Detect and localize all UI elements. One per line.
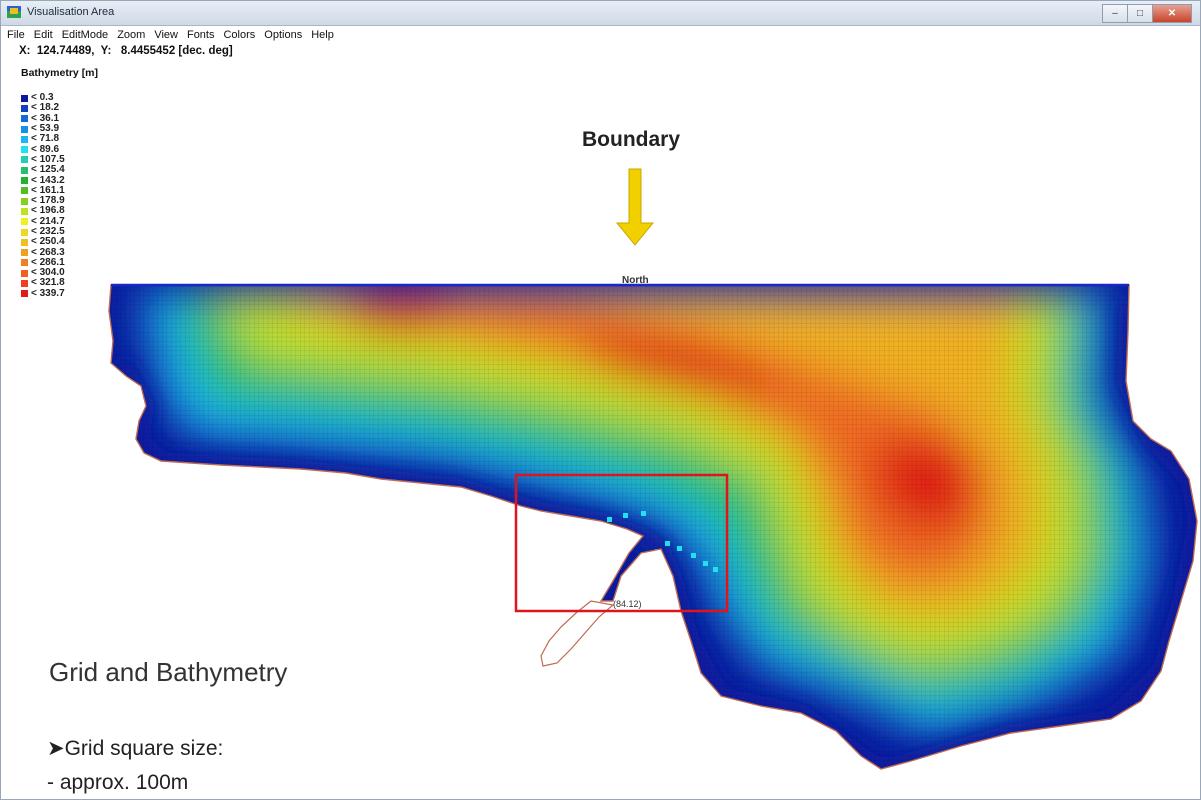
legend-item: < 18.2 [21, 103, 98, 113]
legend-swatch [21, 259, 28, 267]
legend-swatch [21, 269, 28, 277]
legend-swatch [21, 177, 28, 185]
minimize-button[interactable]: – [1102, 4, 1128, 23]
north-label: North [622, 275, 649, 286]
window-controls: – □ ✕ [1102, 4, 1192, 23]
legend-label: < 143.2 [31, 174, 65, 186]
highlight-box [514, 473, 729, 613]
bathymetry-legend: Bathymetry [m] < 0.3 < 18.2 < 36.1 < 53.9 < … [21, 67, 98, 299]
window-title: Visualisation Area [27, 6, 115, 18]
legend-label: < 36.1 [31, 112, 60, 124]
legend-swatch [21, 115, 28, 123]
close-button[interactable]: ✕ [1152, 4, 1192, 23]
island-outline [540, 600, 615, 667]
legend-swatch [21, 238, 28, 246]
legend-swatch [21, 156, 28, 164]
legend-item: < 71.8 [21, 134, 98, 144]
legend-item: < 268.3 [21, 247, 98, 257]
legend-swatch [21, 207, 28, 215]
legend-label: < 304.0 [31, 267, 65, 279]
legend-swatch [21, 125, 28, 133]
legend-item: < 143.2 [21, 175, 98, 185]
legend-label: < 71.8 [31, 133, 60, 145]
boundary-arrow-icon [615, 168, 655, 246]
legend-swatch [21, 187, 28, 195]
legend-swatch [21, 290, 28, 298]
title-bar[interactable]: Visualisation Area – □ ✕ [1, 1, 1200, 26]
legend-label: < 321.8 [31, 277, 65, 289]
boundary-label: Boundary [582, 128, 681, 151]
legend-label: < 18.2 [31, 102, 60, 114]
cursor-coordinates: X: 124.74489, Y: 8.4455452 [dec. deg] [19, 45, 233, 57]
menu-fonts[interactable]: Fonts [186, 29, 215, 41]
legend-item: < 53.9 [21, 124, 98, 134]
legend-label: < 268.3 [31, 246, 65, 258]
legend-item: < 178.9 [21, 196, 98, 206]
legend-swatch [21, 104, 28, 112]
legend-swatch [21, 166, 28, 174]
legend-item: < 250.4 [21, 237, 98, 247]
menu-file[interactable]: File [7, 29, 25, 41]
legend-label: < 339.7 [31, 287, 65, 299]
legend-label: < 125.4 [31, 164, 65, 176]
menu-view[interactable]: View [154, 29, 178, 41]
legend-item: < 36.1 [21, 112, 98, 124]
legend-label: < 0.3 [31, 92, 54, 104]
slide-bullet: ➤Grid square size: [47, 737, 224, 760]
legend-swatch [21, 228, 28, 236]
slide-subbullet: - approx. 100m [47, 771, 189, 794]
legend-swatch [21, 279, 28, 287]
legend-swatch [21, 146, 28, 154]
legend-label: < 196.8 [31, 205, 65, 217]
legend-item: < 304.0 [21, 268, 98, 278]
legend-item: < 161.1 [21, 184, 98, 196]
menu-editmode[interactable]: EditMode [61, 29, 109, 41]
legend-label: < 161.1 [31, 184, 65, 196]
legend-label: < 286.1 [31, 256, 65, 268]
legend-item: < 321.8 [21, 278, 98, 288]
app-icon [7, 6, 21, 18]
menu-options[interactable]: Options [264, 29, 303, 41]
legend-item: < 214.7 [21, 215, 98, 227]
legend-label: < 178.9 [31, 195, 65, 207]
menu-bar: File Edit EditMode Zoom View Fonts Color… [1, 26, 1200, 44]
marker-label: (84.12) [613, 599, 642, 609]
legend-item: < 339.7 [21, 287, 98, 299]
menu-edit[interactable]: Edit [33, 29, 53, 41]
legend-swatch [21, 218, 28, 226]
menu-colors[interactable]: Colors [223, 29, 256, 41]
legend-item: < 0.3 [21, 93, 98, 103]
legend-label: < 250.4 [31, 236, 65, 248]
maximize-button[interactable]: □ [1127, 4, 1153, 23]
legend-title: Bathymetry [m] [21, 67, 99, 79]
menu-help[interactable]: Help [311, 29, 334, 41]
legend-label: < 232.5 [31, 226, 65, 237]
legend-item: < 196.8 [21, 206, 98, 216]
legend-swatch [21, 249, 28, 257]
legend-item: < 107.5 [21, 153, 98, 165]
legend-item: < 89.6 [21, 144, 98, 154]
legend-item: < 125.4 [21, 165, 98, 175]
legend-swatch [21, 135, 28, 143]
slide-title: Grid and Bathymetry [49, 657, 288, 687]
legend-label: < 89.6 [31, 143, 60, 155]
legend-swatch [21, 197, 28, 205]
bathymetry-fill [109, 285, 1197, 769]
legend-label: < 53.9 [31, 123, 60, 135]
legend-item: < 232.5 [21, 227, 98, 237]
legend-item: < 286.1 [21, 256, 98, 268]
legend-swatch [21, 94, 28, 102]
legend-label: < 214.7 [31, 215, 65, 227]
menu-zoom[interactable]: Zoom [117, 29, 146, 41]
legend-label: < 107.5 [31, 153, 65, 165]
